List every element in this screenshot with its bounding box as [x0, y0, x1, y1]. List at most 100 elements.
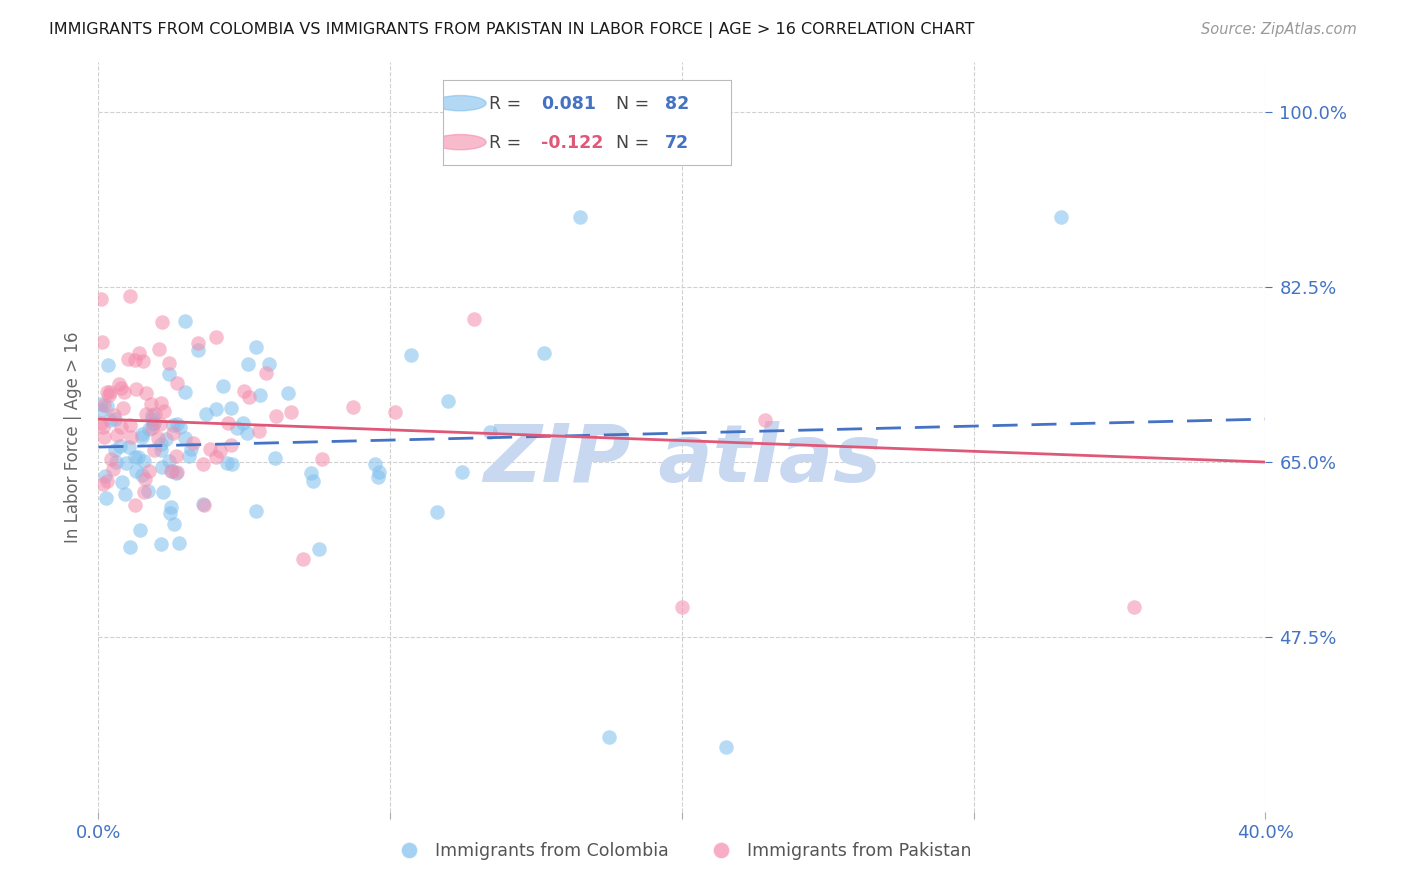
- Point: [233, 384, 256, 398]
- Point: [181, 436, 204, 450]
- Point: [93, 398, 115, 412]
- Point: [174, 384, 197, 399]
- Point: [671, 599, 693, 614]
- Point: [367, 470, 389, 484]
- Point: [169, 419, 191, 434]
- Point: [96, 475, 118, 489]
- Point: [150, 395, 173, 409]
- Text: R =: R =: [489, 134, 522, 152]
- Point: [157, 355, 180, 369]
- Point: [110, 381, 132, 395]
- Point: [135, 407, 157, 421]
- Point: [90, 403, 112, 417]
- Point: [114, 487, 136, 501]
- Point: [598, 730, 620, 744]
- Point: [103, 408, 125, 422]
- Text: N =: N =: [616, 134, 650, 152]
- Point: [754, 412, 776, 426]
- Point: [219, 438, 242, 452]
- Point: [277, 386, 299, 401]
- Point: [93, 430, 115, 444]
- Point: [157, 454, 180, 468]
- Point: [97, 358, 120, 372]
- Point: [238, 357, 260, 371]
- Point: [125, 382, 148, 396]
- Point: [96, 400, 118, 414]
- Text: N =: N =: [616, 95, 650, 113]
- Point: [249, 388, 271, 402]
- Point: [152, 459, 174, 474]
- Point: [205, 330, 228, 344]
- Point: [94, 468, 117, 483]
- Point: [212, 379, 235, 393]
- Point: [155, 433, 177, 447]
- Point: [100, 451, 122, 466]
- Point: [134, 454, 156, 468]
- Point: [124, 450, 146, 464]
- Point: [91, 419, 114, 434]
- Point: [142, 417, 165, 432]
- Point: [1050, 211, 1073, 225]
- Point: [342, 400, 364, 414]
- Point: [136, 484, 159, 499]
- Point: [166, 376, 188, 390]
- Point: [193, 498, 215, 512]
- Point: [208, 444, 231, 458]
- Point: [105, 428, 128, 442]
- Point: [714, 739, 737, 754]
- Point: [118, 540, 141, 554]
- Point: [311, 451, 333, 466]
- Point: [238, 391, 260, 405]
- Point: [98, 385, 121, 400]
- Point: [90, 397, 112, 411]
- Point: [200, 442, 222, 456]
- Point: [96, 385, 118, 400]
- Point: [141, 412, 163, 426]
- Text: 72: 72: [665, 134, 689, 152]
- Point: [160, 464, 183, 478]
- Point: [118, 440, 141, 454]
- Point: [478, 425, 501, 440]
- Point: [141, 408, 163, 422]
- Point: [124, 498, 146, 512]
- Point: [148, 431, 170, 445]
- Point: [104, 455, 127, 469]
- Point: [235, 426, 257, 441]
- Point: [149, 442, 172, 457]
- Point: [568, 211, 591, 225]
- Point: [143, 416, 166, 430]
- Point: [367, 466, 389, 480]
- Point: [138, 464, 160, 478]
- Point: [245, 504, 267, 518]
- Point: [104, 442, 127, 457]
- Point: [165, 449, 187, 463]
- Point: [463, 312, 485, 326]
- Point: [280, 404, 302, 418]
- Point: [139, 397, 162, 411]
- Point: [232, 417, 254, 431]
- Legend: Immigrants from Colombia, Immigrants from Pakistan: Immigrants from Colombia, Immigrants fro…: [385, 835, 979, 867]
- Point: [264, 409, 287, 423]
- Point: [247, 424, 270, 438]
- Point: [173, 431, 195, 445]
- Point: [384, 404, 406, 418]
- Point: [110, 420, 132, 434]
- Point: [187, 343, 209, 358]
- Point: [302, 474, 325, 488]
- Text: -0.122: -0.122: [541, 134, 603, 152]
- Point: [193, 497, 215, 511]
- Point: [292, 551, 315, 566]
- Point: [219, 401, 242, 415]
- Point: [194, 407, 217, 421]
- Text: 0.081: 0.081: [541, 95, 596, 113]
- Text: Source: ZipAtlas.com: Source: ZipAtlas.com: [1201, 22, 1357, 37]
- Point: [174, 313, 197, 327]
- Point: [143, 408, 166, 422]
- Point: [162, 426, 184, 441]
- Point: [257, 357, 280, 371]
- Point: [117, 351, 139, 366]
- Point: [160, 464, 183, 478]
- Point: [108, 439, 131, 453]
- Point: [150, 315, 173, 329]
- Point: [134, 485, 156, 500]
